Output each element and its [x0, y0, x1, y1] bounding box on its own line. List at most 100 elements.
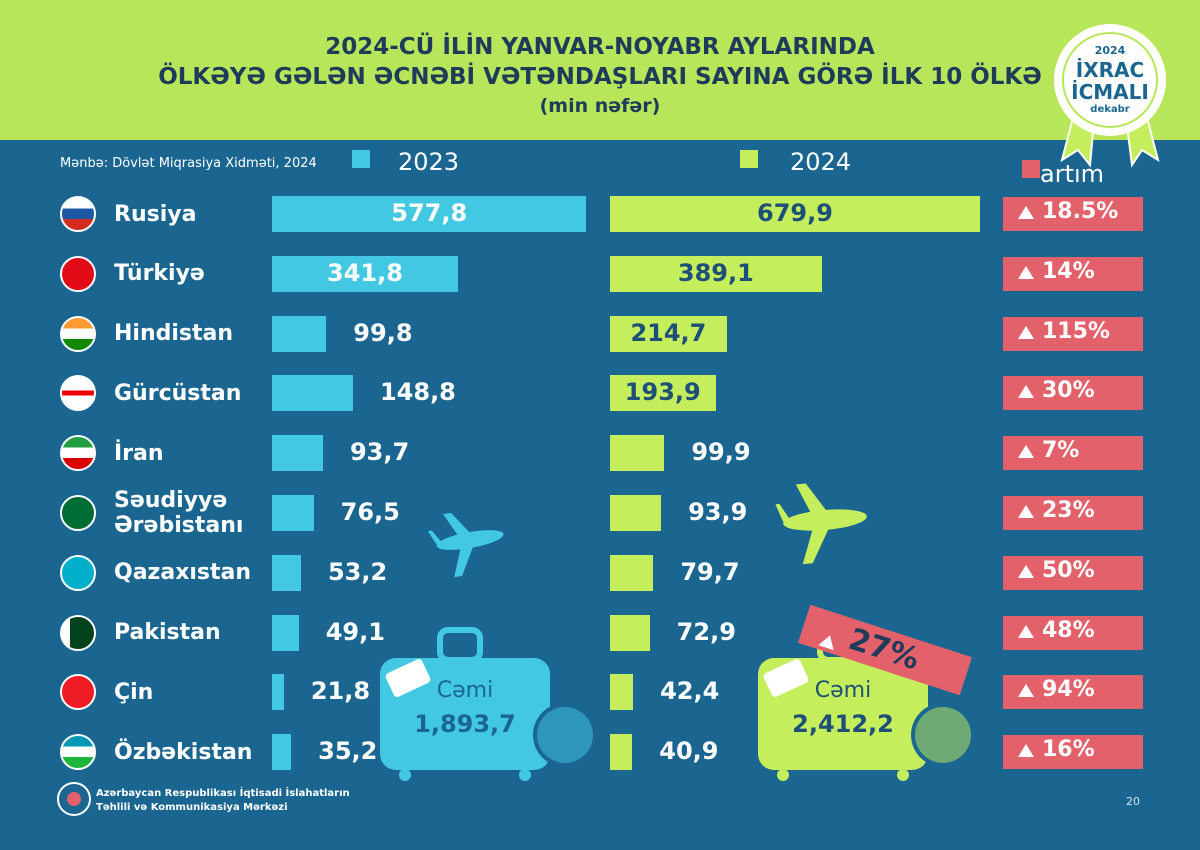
growth-arrow: [1018, 564, 1034, 578]
total-caption: Cəmi: [814, 678, 872, 703]
value-label: 679,9: [757, 199, 833, 227]
value-label: 76,5: [340, 498, 400, 526]
flag: [60, 674, 96, 711]
growth-label: 14%: [1042, 258, 1095, 284]
category-label: Çin: [114, 679, 154, 705]
chart-title: ÖLKƏYƏ GƏLƏN ƏCNƏBİ VƏTƏNDAŞLARI SAYINA …: [158, 64, 1042, 90]
header-band: [0, 0, 1200, 140]
bar: [610, 196, 980, 232]
bar: [272, 495, 314, 531]
source: Mənbə: Dövlət Miqrasiya Xidməti, 2024: [60, 156, 317, 171]
value-label: 40,9: [659, 737, 719, 766]
flag: [60, 734, 96, 771]
category-label: Səudiyyə Ərəbistanı: [114, 488, 244, 538]
flag: [60, 614, 96, 651]
value-label: 99,8: [353, 318, 413, 347]
bar: [272, 674, 284, 711]
flag: [60, 255, 96, 292]
flag: [60, 375, 96, 412]
category-label: Türkiyə: [114, 261, 205, 287]
bar: [610, 734, 633, 771]
growth-arrow: [1018, 265, 1034, 279]
value-label: 72,9: [676, 617, 736, 646]
badge-year: 2024: [1094, 44, 1126, 57]
bar: [610, 375, 716, 412]
flag: [60, 554, 96, 591]
growth-arrow: [1018, 206, 1034, 219]
value-label: 214,7: [630, 318, 707, 347]
chart-subtitle: (min nəfər): [539, 95, 661, 117]
badge-month: dekabr: [1090, 104, 1130, 115]
bar: [272, 315, 327, 352]
growth-label: 94%: [1042, 677, 1095, 703]
legend-label: artım: [1040, 160, 1105, 188]
growth-arrow: [1018, 505, 1034, 518]
value-label: 53,2: [327, 557, 388, 586]
legend-swatch: [352, 150, 370, 168]
total-value: 1,893,7: [414, 710, 516, 738]
growth-label: 48%: [1042, 617, 1095, 643]
chart-title: 2024-CÜ İLİN YANVAR-NOYABR AYLARINDA: [325, 34, 875, 60]
badge-line: İXRAC: [1075, 58, 1145, 82]
value-label: 193,9: [624, 378, 701, 407]
growth-label: 50%: [1042, 557, 1095, 583]
growth-label: 23%: [1042, 498, 1095, 523]
bar: [272, 255, 458, 292]
legend-label: 2023: [398, 148, 460, 176]
value-label: 49,1: [325, 617, 385, 646]
bar: [272, 614, 299, 651]
value-label: 389,1: [677, 258, 754, 287]
value-label: 99,9: [691, 438, 751, 467]
category-label: Özbəkistan: [114, 739, 253, 765]
bar: [610, 674, 634, 711]
bar: [610, 495, 662, 531]
bar: [272, 375, 353, 412]
category-label: Hindistan: [114, 321, 234, 347]
badge-line: İCMALI: [1071, 80, 1149, 104]
bar: [272, 435, 323, 472]
value-label: 35,2: [318, 737, 378, 766]
bar: [610, 315, 727, 352]
growth-label: 7%: [1042, 438, 1080, 464]
value-label: 93,9: [688, 498, 748, 526]
legend-swatch: [740, 150, 758, 168]
bar: [272, 196, 587, 232]
value-label: 93,7: [349, 438, 410, 467]
value-label: 148,8: [379, 378, 456, 407]
flag: [60, 495, 96, 531]
growth-label: 115%: [1042, 318, 1110, 344]
flag: [60, 315, 96, 352]
flag: [60, 435, 96, 472]
growth-arrow: [1018, 744, 1034, 758]
page-number: 20: [1126, 795, 1140, 808]
value-label: 577,8: [391, 199, 468, 227]
growth-arrow: [1018, 325, 1034, 339]
category-label: Qazaxıstan: [114, 560, 252, 586]
bar: [272, 554, 301, 591]
total-caption: Cəmi: [436, 678, 494, 703]
bar: [272, 734, 292, 771]
growth-arrow: [1018, 624, 1034, 638]
growth-arrow: [1018, 684, 1034, 698]
legend-label: 2024: [790, 148, 852, 176]
category-label: Rusiya: [114, 201, 197, 227]
footer-org: Azərbaycan Respublikası İqtisadi İslahat…: [96, 788, 350, 799]
bar: [610, 435, 665, 472]
value-label: 21,8: [310, 677, 371, 706]
growth-label: 18.5%: [1042, 199, 1119, 224]
growth-arrow: [1018, 445, 1034, 459]
footer-org: Təhlili və Kommunikasiya Mərkəzi: [96, 802, 288, 813]
growth-label: 16%: [1042, 737, 1095, 763]
value-label: 42,4: [660, 677, 720, 706]
total-value: 2,412,2: [792, 710, 894, 738]
category-label: Pakistan: [114, 620, 221, 646]
value-label: 79,7: [680, 557, 740, 586]
category-label: İran: [114, 440, 164, 466]
legend-swatch: [1022, 160, 1040, 178]
flag: [60, 196, 96, 232]
growth-label: 30%: [1042, 378, 1095, 404]
bar: [610, 255, 822, 292]
bar: [610, 554, 654, 591]
